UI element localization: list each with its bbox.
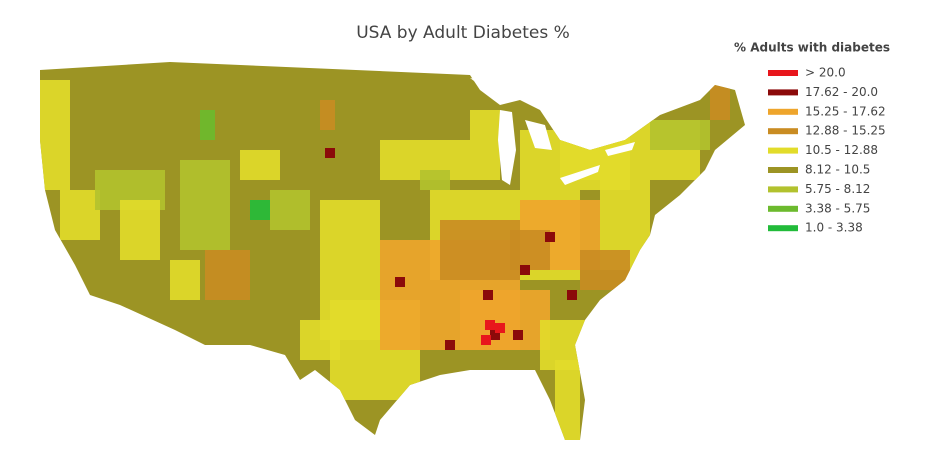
region <box>420 170 450 190</box>
region <box>495 323 505 333</box>
lakes <box>470 78 635 185</box>
region <box>650 120 710 150</box>
legend-swatch <box>768 128 798 135</box>
region <box>240 150 280 180</box>
region <box>180 160 230 250</box>
map-title: USA by Adult Diabetes % <box>356 23 570 43</box>
region <box>325 148 335 158</box>
legend-label: 3.38 - 5.75 <box>805 201 870 215</box>
region <box>40 80 70 190</box>
region <box>250 200 270 220</box>
region <box>170 260 200 300</box>
legend-swatch <box>768 70 798 76</box>
us-map <box>40 62 745 440</box>
region <box>470 110 500 180</box>
legend-swatch <box>768 147 798 154</box>
legend-label: > 20.0 <box>805 66 846 80</box>
region <box>460 290 550 350</box>
legend-label: 1.0 - 3.38 <box>805 221 863 235</box>
region <box>510 230 550 270</box>
region <box>445 340 455 350</box>
legend-label: 10.5 - 12.88 <box>805 143 878 157</box>
region <box>520 265 530 275</box>
region <box>710 85 730 120</box>
legend-label: 8.12 - 10.5 <box>805 163 870 177</box>
legend-swatch <box>768 167 798 173</box>
region <box>205 250 250 300</box>
region <box>490 330 500 340</box>
legend: > 20.0 17.62 - 20.0 15.25 - 17.62 12.88 - 1… <box>768 66 886 235</box>
legend-title: % Adults with diabetes <box>734 41 890 55</box>
region <box>300 320 340 360</box>
legend-label: 12.88 - 15.25 <box>805 124 886 138</box>
legend-label: 15.25 - 17.62 <box>805 104 886 118</box>
legend-swatch <box>768 225 798 232</box>
region <box>580 250 630 290</box>
region <box>200 110 215 140</box>
region <box>395 277 405 287</box>
legend-label: 17.62 - 20.0 <box>805 85 878 99</box>
region <box>60 190 100 240</box>
region <box>320 100 335 130</box>
region <box>270 190 310 230</box>
region <box>545 232 555 242</box>
legend-swatch <box>768 186 798 193</box>
region <box>485 320 495 330</box>
legend-swatch <box>768 205 798 212</box>
region <box>483 290 493 300</box>
region <box>440 220 520 280</box>
region <box>555 360 580 440</box>
legend-swatch <box>768 89 798 96</box>
region <box>120 200 160 260</box>
legend-swatch <box>768 108 798 115</box>
region <box>567 290 577 300</box>
legend-label: 5.75 - 8.12 <box>805 182 870 196</box>
region <box>481 335 491 345</box>
region <box>513 330 523 340</box>
